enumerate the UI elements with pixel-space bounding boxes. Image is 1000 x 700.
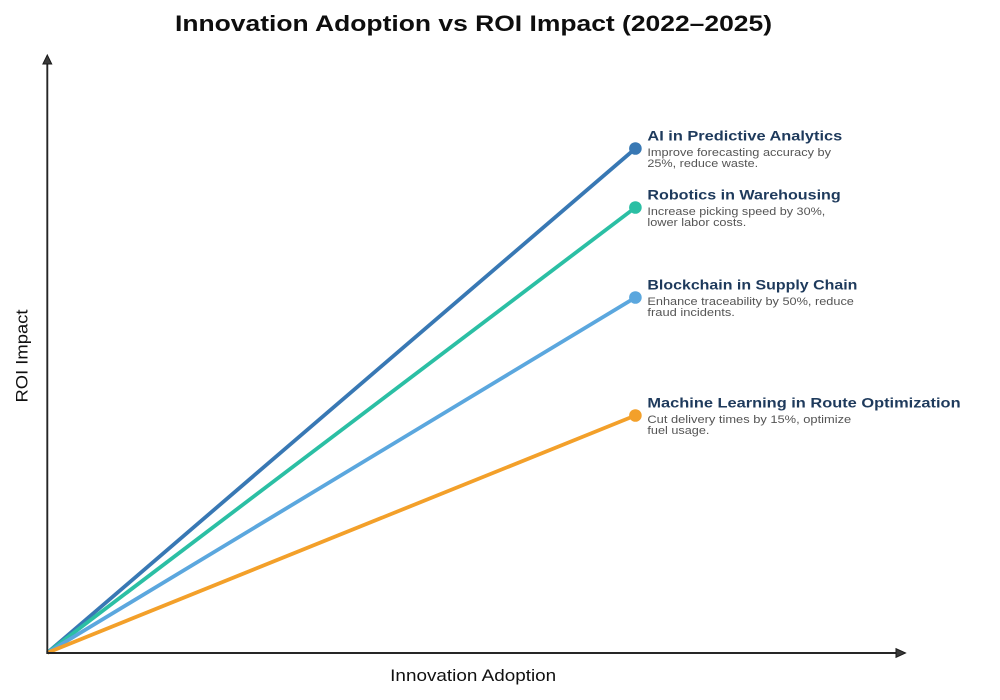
svg-text:Enhance traceability by 50%, r: Enhance traceability by 50%, reduce: [647, 296, 854, 308]
svg-text:ROI Impact: ROI Impact: [13, 309, 32, 402]
svg-text:Improve forecasting accuracy b: Improve forecasting accuracy by: [647, 147, 831, 159]
svg-text:fraud incidents.: fraud incidents.: [647, 307, 735, 319]
svg-text:AI in Predictive Analytics: AI in Predictive Analytics: [647, 127, 842, 143]
svg-text:Innovation Adoption vs ROI Imp: Innovation Adoption vs ROI Impact (2022–…: [175, 11, 772, 36]
svg-text:fuel usage.: fuel usage.: [647, 425, 709, 437]
svg-text:Cut delivery times by 15%, opt: Cut delivery times by 15%, optimize: [647, 414, 851, 426]
svg-text:Increase picking speed by 30%,: Increase picking speed by 30%,: [647, 206, 825, 218]
svg-text:Robotics in Warehousing: Robotics in Warehousing: [647, 186, 840, 202]
svg-text:Machine Learning in Route Opti: Machine Learning in Route Optimization: [647, 394, 960, 410]
svg-text:25%, reduce waste.: 25%, reduce waste.: [647, 158, 758, 170]
svg-text:lower labor costs.: lower labor costs.: [647, 217, 746, 229]
svg-text:Blockchain in Supply Chain: Blockchain in Supply Chain: [647, 276, 857, 292]
svg-text:Innovation Adoption: Innovation Adoption: [390, 666, 556, 685]
